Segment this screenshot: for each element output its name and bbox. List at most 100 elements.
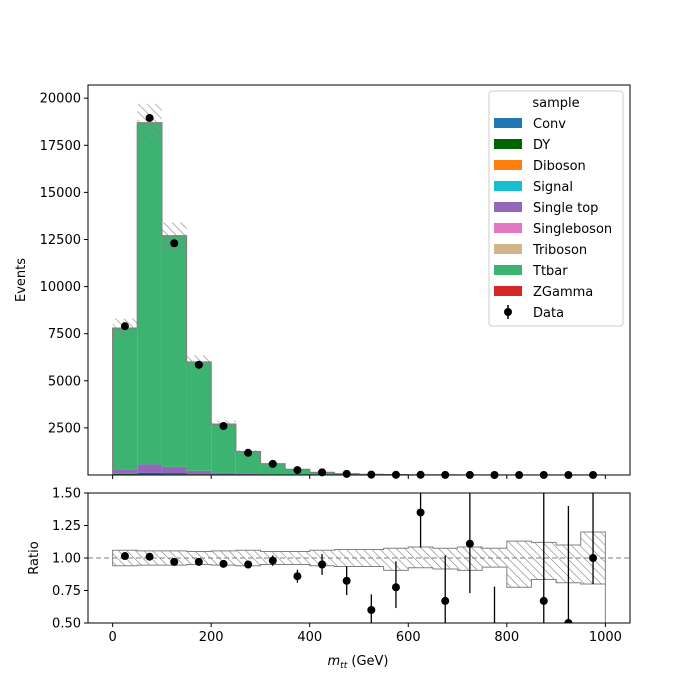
ratio-panel: 0.50 0.75 1.00 1.25 1.50 0 200 400 600 800 1000 R… — [27, 487, 631, 671]
x-tick-label: 400 — [297, 630, 322, 645]
bar-single-top-4 — [211, 472, 236, 475]
ratio-point-3 — [194, 557, 203, 566]
ratio-point-4 — [219, 559, 228, 568]
bar-ttbar-3 — [186, 361, 212, 471]
x-tick-label: 1000 — [589, 630, 622, 645]
ratio-point-16 — [539, 596, 548, 605]
main-y-tick-label: 17500 — [40, 139, 81, 154]
legend-label: Triboson — [532, 243, 587, 258]
legend-label: Single top — [533, 201, 598, 216]
uncertainty-bin-1 — [137, 103, 162, 144]
bar-single-top-1 — [137, 464, 162, 473]
legend-swatch-single-top — [494, 202, 522, 212]
main-y-axis: 2500 5000 7500 10000 12500 15000 17500 20000 — [40, 92, 88, 436]
legend-label: Ttbar — [532, 264, 568, 279]
legend-label: Conv — [533, 117, 566, 132]
legend-entries: Conv DY Diboson Signal Single top Singleboson… — [494, 117, 612, 321]
x-tick-label: 200 — [199, 630, 224, 645]
ratio-point-14 — [465, 539, 474, 548]
bar-dy-2 — [161, 473, 187, 475]
ratio-point-7 — [293, 572, 302, 581]
data-point-2 — [170, 239, 179, 248]
ratio-points — [120, 493, 598, 623]
ratio-point-9 — [342, 576, 351, 585]
legend-marker-data — [504, 308, 512, 316]
bar-dy-0 — [112, 473, 138, 475]
ratio-y-tick-label: 0.50 — [52, 617, 81, 632]
legend-label: Data — [533, 306, 564, 321]
ratio-y-tick-label: 1.50 — [52, 487, 81, 502]
ratio-y-tick-label: 1.25 — [52, 519, 81, 534]
data-point-0 — [120, 322, 129, 331]
bar-conv-1 — [137, 473, 162, 475]
main-y-axis-label: Events — [14, 258, 29, 302]
ratio-point-13 — [441, 596, 450, 605]
x-tick-label: 0 — [108, 630, 116, 645]
main-y-tick-label: 5000 — [48, 374, 81, 389]
ratio-point-6 — [268, 556, 277, 565]
stacked-histogram — [112, 122, 581, 475]
ratio-point-8 — [318, 560, 327, 569]
x-axis-label: mtt (GeV) — [328, 654, 389, 671]
legend-swatch-ttbar — [494, 265, 522, 275]
data-point-5 — [244, 448, 253, 457]
legend-label: DY — [533, 138, 550, 153]
ratio-point-12 — [416, 508, 425, 517]
ratio-y-tick-label: 0.75 — [52, 584, 81, 599]
ratio-point-10 — [367, 606, 376, 614]
ratio-y-tick-label: 1.00 — [52, 552, 81, 567]
legend-swatch-zgamma — [494, 286, 522, 296]
bar-ttbar-0 — [112, 328, 138, 470]
x-axis-label-sub: tt — [340, 661, 348, 671]
ratio-point-2 — [170, 557, 179, 566]
x-axis-label-unit: (GeV) — [347, 654, 388, 669]
bar-single-top-0 — [112, 469, 138, 474]
bar-ttbar-6 — [260, 463, 286, 475]
main-y-tick-label: 2500 — [48, 421, 81, 436]
legend-label: Diboson — [533, 159, 586, 174]
main-frame — [87, 84, 631, 476]
legend-label: Signal — [533, 180, 573, 195]
bar-single-top-3 — [186, 470, 212, 475]
legend: sample Conv DY Diboson Signal Single top Sing… — [488, 90, 624, 327]
x-tick-label: 800 — [494, 630, 519, 645]
main-panel: 2500 5000 7500 10000 12500 15000 17500 20000 Ev… — [14, 84, 631, 479]
ratio-point-11 — [391, 583, 400, 592]
legend-swatch-signal — [494, 181, 522, 191]
legend-swatch-diboson — [494, 160, 522, 170]
data-point-3 — [194, 360, 203, 369]
legend-swatch-conv — [494, 118, 522, 128]
ratio-x-axis: 0 200 400 600 800 1000 — [108, 623, 622, 645]
bar-ttbar-1 — [137, 122, 162, 465]
main-y-tick-label: 7500 — [48, 327, 81, 342]
ratio-point-1 — [145, 552, 154, 561]
bar-ttbar-2 — [161, 235, 187, 467]
data-point-6 — [268, 459, 277, 468]
data-point-9 — [342, 469, 351, 478]
ratio-y-axis: 0.50 0.75 1.00 1.25 1.50 — [52, 487, 88, 632]
data-point-8 — [318, 468, 327, 477]
data-point-4 — [219, 422, 228, 431]
bar-ttbar-4 — [211, 424, 236, 473]
ratio-point-5 — [244, 560, 253, 569]
ratio-y-axis-label: Ratio — [27, 541, 42, 574]
main-y-tick-label: 20000 — [40, 92, 81, 107]
ratio-point-18 — [589, 554, 598, 562]
ratio-uncertainty-band — [112, 531, 606, 623]
ratio-point-0 — [120, 552, 129, 561]
main-y-tick-label: 12500 — [40, 233, 81, 248]
bar-single-top-2 — [161, 466, 187, 474]
ratio-band-area — [112, 531, 606, 588]
legend-label: ZGamma — [533, 285, 593, 300]
legend-label: Singleboson — [533, 222, 612, 237]
main-y-tick-label: 10000 — [40, 280, 81, 295]
bar-ttbar-5 — [235, 451, 261, 474]
x-tick-label: 600 — [396, 630, 421, 645]
ratio-point-17 — [564, 619, 573, 623]
legend-box — [488, 90, 624, 327]
legend-swatch-triboson — [494, 244, 522, 254]
bar-dy-1 — [137, 472, 162, 474]
legend-title: sample — [532, 96, 579, 111]
x-axis-label-main: m — [328, 654, 341, 669]
data-point-7 — [293, 466, 302, 475]
